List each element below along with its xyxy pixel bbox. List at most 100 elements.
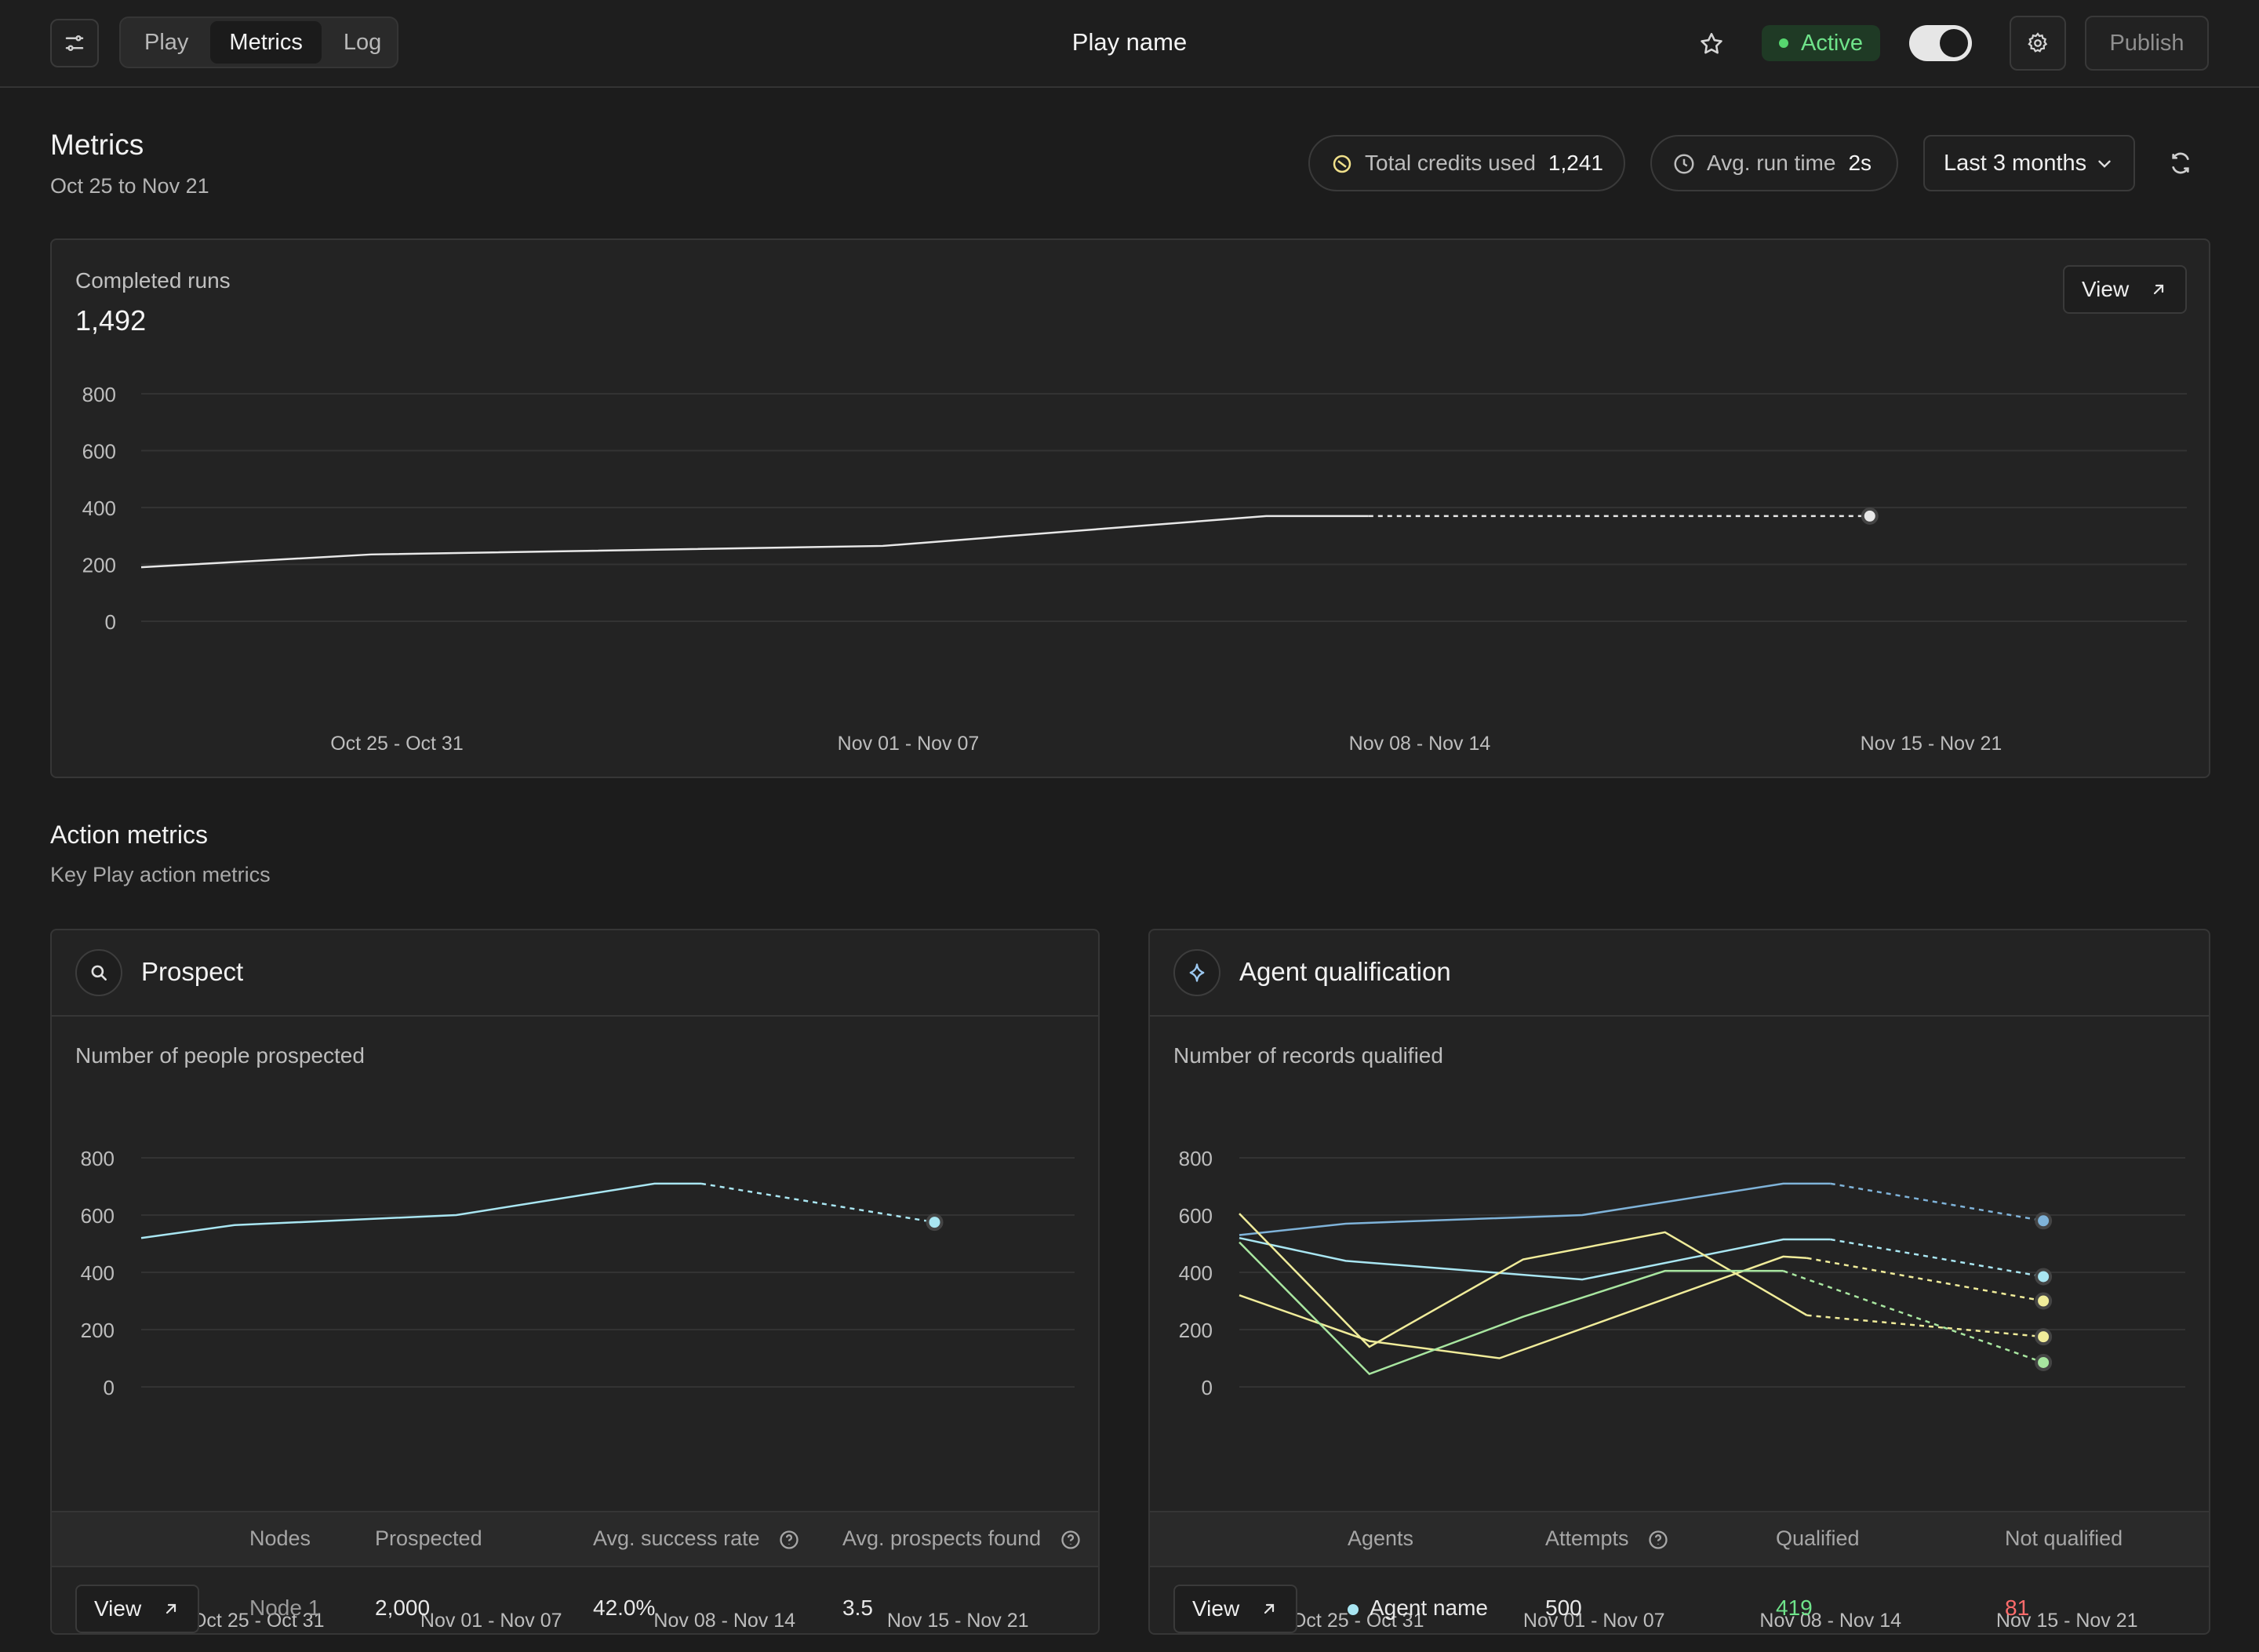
col-prospected: Prospected [375,1526,482,1550]
status-badge: Active [1762,25,1880,61]
col-qualified: Qualified [1776,1526,1860,1550]
agent-chart-label: Number of records qualified [1173,1043,1443,1068]
series-endpoint[interactable] [2035,1328,2053,1346]
agent-color-dot [1348,1603,1359,1615]
help-icon[interactable] [1647,1529,1669,1551]
completed-runs-label: Completed runs [75,268,231,293]
x-tick-label: Nov 15 - Nov 21 [1861,733,2003,755]
series-endpoint[interactable] [2035,1353,2053,1371]
view-label: View [94,1596,142,1621]
completed-runs-value: 1,492 [75,304,147,337]
section-subtitle: Key Play action metrics [50,863,271,886]
section-title: Action metrics [50,821,208,849]
settings-button[interactable] [2010,16,2066,71]
favorite-button[interactable] [1696,28,1727,60]
clock-icon [1674,154,1694,174]
series-projection-line [1806,1314,2044,1338]
publish-button[interactable]: Publish [2085,16,2209,71]
agent-card-header: Agent qualification [1150,930,2209,1017]
tab-play[interactable]: Play [144,29,189,55]
view-label: View [2082,277,2130,301]
view-tabs: Play Metrics Log [119,16,398,68]
x-tick-label: Nov 01 - Nov 07 [420,1610,562,1632]
credits-value: 1,241 [1548,151,1603,175]
help-icon[interactable] [778,1529,800,1551]
col-agents: Agents [1348,1526,1414,1550]
series-line [1239,1182,1831,1236]
prospect-table-header: Nodes Prospected Avg. success rate Avg. … [52,1511,1098,1567]
prospect-row-view-button[interactable]: View [75,1585,199,1633]
y-tick-label: 400 [81,1261,115,1285]
y-tick-label: 200 [1179,1319,1213,1342]
arrow-up-right-icon [2153,284,2164,295]
x-tick-label: Nov 01 - Nov 07 [838,733,980,755]
success-rate-value: 42.0% [593,1596,656,1620]
prospect-card-header: Prospect [52,930,1098,1017]
col-attempts: Attempts [1545,1526,1669,1551]
y-tick-label: 0 [1202,1376,1213,1399]
not-qualified-value: 81 [2005,1596,2030,1620]
active-toggle[interactable] [1909,25,1972,61]
search-icon [91,965,107,981]
play-title: Play name [1071,28,1188,56]
chevron-down-icon [2098,160,2111,168]
y-tick-label: 600 [81,1204,115,1228]
y-tick-label: 400 [1179,1261,1213,1285]
prospect-title: Prospect [141,957,244,986]
series-projection-line [700,1182,935,1224]
tab-metrics[interactable]: Metrics [210,21,322,64]
credits-label: Total credits used [1365,151,1536,175]
arrow-up-right-icon [1264,1603,1275,1614]
avg-runtime-pill: Avg. run time 2s [1650,135,1898,191]
series-line [140,515,1369,569]
series-endpoint[interactable] [926,1214,944,1232]
refresh-button[interactable] [2165,147,2196,179]
series-endpoint[interactable] [2035,1292,2053,1310]
x-tick-label: Oct 25 - Oct 31 [330,733,464,755]
series-projection-line [1806,1257,2044,1302]
prospect-card: Prospect Number of people prospected 0 20… [50,929,1100,1635]
col-avg-prospects-found: Avg. prospects found [842,1526,1082,1551]
total-credits-pill: Total credits used 1,241 [1308,135,1625,191]
series-projection-line [1830,1238,2044,1278]
sparkle-icon [1189,963,1205,982]
y-tick-label: 400 [82,497,116,520]
tab-log[interactable]: Log [343,29,382,55]
status-dot [1779,38,1788,48]
y-tick-label: 0 [105,610,116,634]
agent-table-header: Agents Attempts Qualified Not qualified [1150,1511,2209,1567]
series-endpoint[interactable] [2035,1268,2053,1286]
star-icon [1701,32,1722,54]
period-select-value: Last 3 months [1944,150,2087,176]
runtime-value: 2s [1848,151,1872,175]
view-label: View [1192,1596,1240,1621]
qualified-value: 419 [1776,1596,1813,1620]
y-tick-label: 800 [81,1147,115,1170]
series-endpoint[interactable] [2035,1212,2053,1230]
period-select[interactable]: Last 3 months [1923,135,2135,191]
series-projection-line [1830,1182,2044,1222]
completed-runs-view-button[interactable]: View [2063,265,2187,314]
col-not-qualified: Not qualified [2005,1526,2123,1550]
agent-name-label: Agent name [1370,1596,1488,1620]
series-line [1239,1236,1831,1281]
arrow-up-right-icon [166,1603,176,1614]
help-icon[interactable] [1060,1529,1082,1551]
y-tick-label: 600 [1179,1204,1213,1228]
series-projection-line [1783,1269,2044,1364]
series-endpoint[interactable] [1861,507,1879,525]
y-tick-label: 200 [82,554,116,577]
agent-qualification-card: Agent qualification Number of records qu… [1148,929,2210,1635]
y-tick-label: 0 [104,1376,115,1399]
coins-icon [1333,155,1351,173]
series-line [1239,1241,1784,1376]
agent-name: Agent name [1348,1596,1488,1621]
agent-row-view-button[interactable]: View [1173,1585,1297,1633]
col-avg-success-rate: Avg. success rate [593,1526,800,1551]
refresh-icon [2172,152,2189,174]
gear-icon [2028,32,2048,53]
runtime-label: Avg. run time [1707,151,1836,175]
sidebar-toggle-button[interactable] [50,19,99,67]
